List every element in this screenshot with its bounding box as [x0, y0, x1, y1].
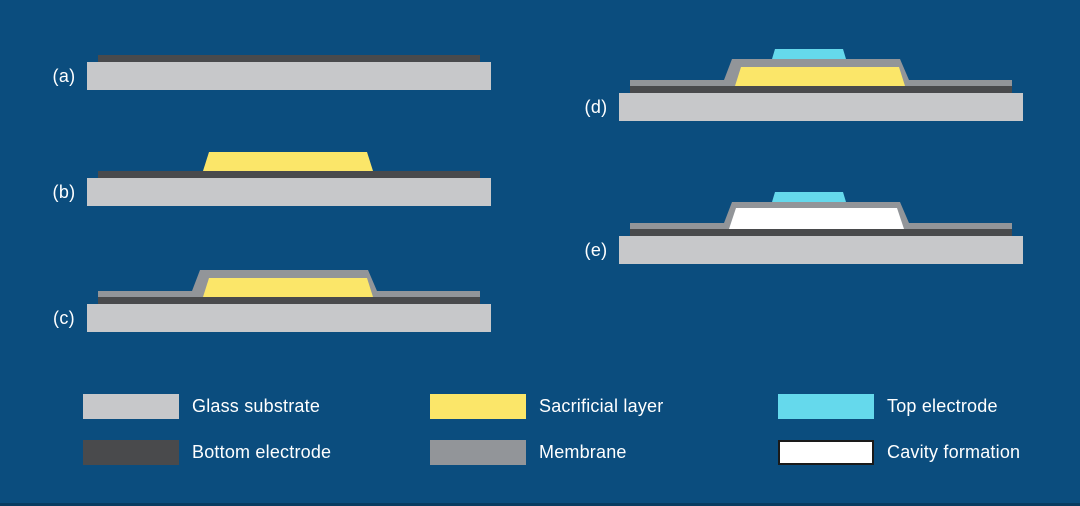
glass-substrate-layer: [619, 236, 1023, 264]
step-d-svg: [619, 49, 1023, 121]
legend-label-membrane: Membrane: [539, 442, 627, 462]
step-e-label: (e): [584, 239, 608, 260]
step-a-svg: [87, 55, 491, 90]
bottom-edge-line: [0, 503, 1080, 506]
top-electrode-layer: [772, 49, 846, 59]
glass-substrate-layer: [87, 62, 491, 90]
bottom-electrode-layer: [630, 86, 1012, 93]
bottom-electrode-layer: [98, 171, 480, 178]
step-e-cross-section: [619, 190, 1024, 266]
step-a-label: (a): [52, 65, 76, 86]
step-d-cross-section: [619, 47, 1024, 123]
bottom-electrode-layer: [98, 55, 480, 62]
legend-item-sacrificial-layer: Sacrificial layer: [430, 394, 663, 419]
sacrificial-layer-swatch: [430, 394, 526, 419]
legend-item-top-electrode: Top electrode: [778, 394, 998, 419]
glass-substrate-layer: [87, 304, 491, 332]
legend-item-glass-substrate: Glass substrate: [83, 394, 320, 419]
glass-substrate-layer: [619, 93, 1023, 121]
legend-label-sacrificial-layer: Sacrificial layer: [539, 396, 664, 416]
cavity-formation-layer: [729, 208, 904, 229]
glass-substrate-layer: [87, 178, 491, 206]
step-b-svg: [87, 152, 491, 206]
top-electrode-swatch: [778, 394, 874, 419]
step-d-label: (d): [584, 96, 608, 117]
legend-item-cavity-formation: Cavity formation: [778, 440, 1020, 465]
step-b-cross-section: [87, 132, 492, 208]
sacrificial-layer-layer: [203, 152, 373, 171]
step-a-cross-section: [87, 16, 492, 92]
legend-item-bottom-electrode: Bottom electrode: [83, 440, 331, 465]
legend-label-top-electrode: Top electrode: [887, 396, 998, 416]
step-c-cross-section: [87, 258, 492, 334]
bottom-electrode-swatch: [83, 440, 179, 465]
sacrificial-layer-layer: [203, 278, 373, 297]
step-c-label: (c): [53, 307, 75, 328]
bottom-electrode-layer: [98, 297, 480, 304]
step-b-label: (b): [52, 181, 76, 202]
top-electrode-layer: [772, 192, 846, 202]
legend-label-glass-substrate: Glass substrate: [192, 396, 321, 416]
legend-label-cavity-formation: Cavity formation: [887, 442, 1021, 462]
step-c-svg: [87, 270, 491, 332]
legend-item-membrane: Membrane: [430, 440, 627, 465]
step-e-svg: [619, 192, 1023, 264]
cavity-formation-swatch: [778, 440, 874, 465]
sacrificial-layer-layer: [735, 67, 905, 86]
bottom-electrode-layer: [630, 229, 1012, 236]
membrane-swatch: [430, 440, 526, 465]
glass-substrate-swatch: [83, 394, 179, 419]
legend-label-bottom-electrode: Bottom electrode: [192, 442, 332, 462]
